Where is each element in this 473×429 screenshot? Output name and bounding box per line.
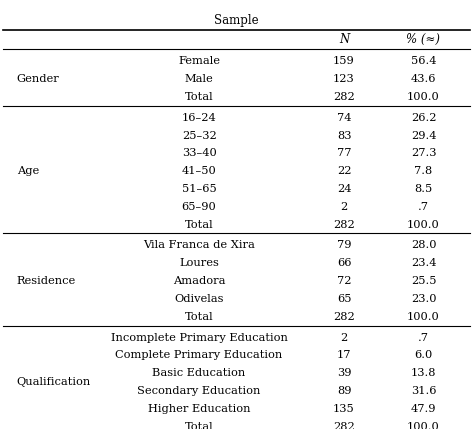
Text: 282: 282 [333, 312, 355, 322]
Text: 25.5: 25.5 [411, 276, 436, 286]
Text: % (≈): % (≈) [406, 33, 440, 46]
Text: 8.5: 8.5 [414, 184, 433, 194]
Text: 33–40: 33–40 [182, 148, 217, 158]
Text: 100.0: 100.0 [407, 312, 440, 322]
Text: Basic Education: Basic Education [152, 368, 246, 378]
Text: 43.6: 43.6 [411, 74, 436, 84]
Text: 27.3: 27.3 [411, 148, 436, 158]
Text: 72: 72 [337, 276, 351, 286]
Text: 13.8: 13.8 [411, 368, 436, 378]
Text: 2: 2 [341, 332, 348, 343]
Text: 100.0: 100.0 [407, 92, 440, 102]
Text: Total: Total [185, 92, 213, 102]
Text: 26.2: 26.2 [411, 113, 436, 123]
Text: 100.0: 100.0 [407, 220, 440, 230]
Text: 56.4: 56.4 [411, 56, 436, 66]
Text: Gender: Gender [17, 74, 60, 84]
Text: Total: Total [185, 422, 213, 429]
Text: 23.0: 23.0 [411, 294, 436, 304]
Text: 100.0: 100.0 [407, 422, 440, 429]
Text: 41–50: 41–50 [182, 166, 217, 176]
Text: 282: 282 [333, 422, 355, 429]
Text: Total: Total [185, 312, 213, 322]
Text: 123: 123 [333, 74, 355, 84]
Text: Higher Education: Higher Education [148, 404, 250, 414]
Text: Male: Male [185, 74, 213, 84]
Text: N: N [339, 33, 349, 46]
Text: 65: 65 [337, 294, 351, 304]
Text: 159: 159 [333, 56, 355, 66]
Text: Qualification: Qualification [17, 377, 91, 387]
Text: 17: 17 [337, 350, 351, 360]
Text: .7: .7 [418, 202, 429, 212]
Text: 25–32: 25–32 [182, 130, 217, 141]
Text: 39: 39 [337, 368, 351, 378]
Text: 89: 89 [337, 386, 351, 396]
Text: Loures: Loures [179, 258, 219, 268]
Text: Vila Franca de Xira: Vila Franca de Xira [143, 241, 255, 251]
Text: 65–90: 65–90 [182, 202, 217, 212]
Text: 22: 22 [337, 166, 351, 176]
Text: 47.9: 47.9 [411, 404, 436, 414]
Text: 29.4: 29.4 [411, 130, 436, 141]
Text: Incomplete Primary Education: Incomplete Primary Education [111, 332, 288, 343]
Text: Complete Primary Education: Complete Primary Education [115, 350, 283, 360]
Text: 79: 79 [337, 241, 351, 251]
Text: 6.0: 6.0 [414, 350, 433, 360]
Text: Sample: Sample [214, 15, 259, 27]
Text: 282: 282 [333, 92, 355, 102]
Text: Residence: Residence [17, 276, 76, 286]
Text: 7.8: 7.8 [414, 166, 433, 176]
Text: .7: .7 [418, 332, 429, 343]
Text: 23.4: 23.4 [411, 258, 436, 268]
Text: 2: 2 [341, 202, 348, 212]
Text: 83: 83 [337, 130, 351, 141]
Text: Total: Total [185, 220, 213, 230]
Text: 77: 77 [337, 148, 351, 158]
Text: 28.0: 28.0 [411, 241, 436, 251]
Text: Amadora: Amadora [173, 276, 225, 286]
Text: 16–24: 16–24 [182, 113, 217, 123]
Text: Female: Female [178, 56, 220, 66]
Text: 282: 282 [333, 220, 355, 230]
Text: 24: 24 [337, 184, 351, 194]
Text: 66: 66 [337, 258, 351, 268]
Text: Secondary Education: Secondary Education [138, 386, 261, 396]
Text: 135: 135 [333, 404, 355, 414]
Text: 31.6: 31.6 [411, 386, 436, 396]
Text: Odivelas: Odivelas [175, 294, 224, 304]
Text: Age: Age [17, 166, 39, 176]
Text: 51–65: 51–65 [182, 184, 217, 194]
Text: 74: 74 [337, 113, 351, 123]
